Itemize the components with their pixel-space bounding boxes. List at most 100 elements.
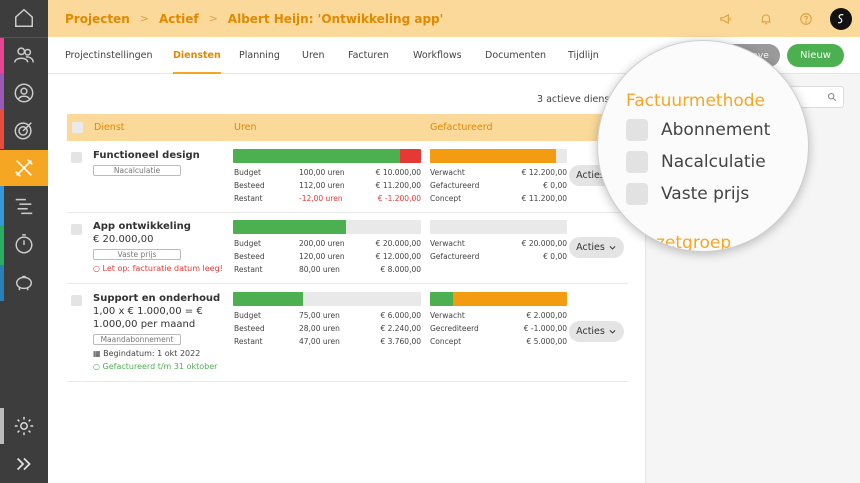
announcement-button[interactable] <box>706 12 746 26</box>
sidebar-item-settings[interactable] <box>0 408 48 444</box>
gantt-icon <box>15 198 33 215</box>
sidebar-item-profile[interactable] <box>0 75 48 111</box>
amount-value: € 6.000,00 <box>380 311 421 320</box>
tab-documenten[interactable]: Documenten <box>485 50 547 61</box>
header-dienst: Dienst <box>94 122 125 133</box>
hours-value: 200,00 uren <box>299 239 345 248</box>
service-formula: 1.000,00 per maand <box>93 319 196 330</box>
tab-workflows[interactable]: Workflows <box>413 50 462 61</box>
invoice-bar-orange <box>430 149 557 163</box>
method-badge: Vaste prijs <box>93 249 181 260</box>
row-checkbox[interactable] <box>71 224 82 235</box>
invoice-value: € 2.000,00 <box>526 311 567 320</box>
hours-label: Restant <box>234 194 263 203</box>
tab-facturen[interactable]: Facturen <box>348 50 389 61</box>
invoice-bar <box>430 220 567 234</box>
hours-value: 75,00 uren <box>299 311 340 320</box>
amount-value: € 11.200,00 <box>375 181 421 190</box>
tab-projectinstellingen[interactable]: Projectinstellingen <box>65 50 153 61</box>
home-icon <box>15 8 33 27</box>
sidebar-item-home[interactable] <box>0 0 48 36</box>
row-checkbox[interactable] <box>71 295 82 306</box>
logo-icon <box>837 13 844 23</box>
actions-button[interactable]: Acties <box>569 237 624 258</box>
invoice-label: Verwacht <box>430 168 465 177</box>
service-name[interactable]: App ontwikkeling <box>93 221 191 232</box>
breadcrumb-projects[interactable]: Projecten <box>65 11 130 26</box>
check-circle-icon: ○ <box>93 362 100 371</box>
sidebar-expand-button[interactable] <box>0 446 48 482</box>
invoice-value: € 5.000,00 <box>526 337 567 346</box>
help-button[interactable] <box>786 12 826 26</box>
notifications-button[interactable] <box>746 12 786 26</box>
tab-planning[interactable]: Planning <box>239 50 280 61</box>
invoice-value: € 12.200,00 <box>521 168 567 177</box>
filter-option-abonnement[interactable]: Abonnement <box>626 119 770 141</box>
actions-label: Acties <box>576 326 605 337</box>
sidebar-item-relations[interactable] <box>0 37 48 73</box>
hours-value: 80,00 uren <box>299 265 340 274</box>
user-icon <box>14 83 34 103</box>
actions-label: Acties <box>576 170 605 181</box>
service-name[interactable]: Functioneel design <box>93 150 200 161</box>
sidebar-color-strip <box>0 37 4 73</box>
sidebar-item-projects[interactable] <box>0 150 48 186</box>
search-icon <box>827 92 837 102</box>
invoice-method-title: Factuurmethode <box>626 91 765 111</box>
invoice-bar-orange <box>453 292 567 306</box>
row-divider <box>67 381 628 382</box>
select-all-checkbox[interactable] <box>72 122 83 133</box>
row-divider <box>67 283 628 284</box>
filter-checkbox[interactable] <box>626 151 648 173</box>
invoice-value: € 20.000,00 <box>521 239 567 248</box>
invoice-label: Gecrediteerd <box>430 324 479 333</box>
tab-uren[interactable]: Uren <box>302 50 325 61</box>
app-logo[interactable] <box>830 7 852 30</box>
hours-label: Restant <box>234 265 263 274</box>
sidebar-color-strip <box>0 225 4 265</box>
sidebar-color-strip <box>0 265 4 301</box>
tab-diensten[interactable]: Diensten <box>173 37 221 74</box>
sidebar-item-goals[interactable] <box>0 112 48 148</box>
row-checkbox[interactable] <box>71 152 82 163</box>
tab-tijdlijn[interactable]: Tijdlijn <box>568 50 599 61</box>
hours-value: 47,00 uren <box>299 337 340 346</box>
sidebar-item-time[interactable] <box>0 226 48 262</box>
amount-value: € 3.760,00 <box>380 337 421 346</box>
filter-section-title: zetgroep <box>656 233 732 252</box>
piggy-bank-icon <box>15 275 33 291</box>
breadcrumb-separator: > <box>208 12 218 25</box>
hours-bar-green <box>233 292 303 306</box>
warning-note: ○ Let op: facturatie datum leeg! <box>93 264 223 273</box>
header-uren: Uren <box>234 122 257 133</box>
amount-value: € 2.240,00 <box>380 324 421 333</box>
breadcrumb-active[interactable]: Actief <box>158 11 199 26</box>
filter-checkbox[interactable] <box>626 119 648 141</box>
sidebar-item-finance[interactable] <box>0 264 48 300</box>
filter-option-nacalculatie[interactable]: Nacalculatie <box>626 151 766 173</box>
sidebar-item-planning[interactable] <box>0 188 48 224</box>
header-gefactureerd: Gefactureerd <box>430 122 493 133</box>
settings-icon <box>14 416 34 436</box>
warning-text: Let op: facturatie datum leeg! <box>102 264 223 273</box>
sidebar-color-strip <box>0 73 4 109</box>
invoice-bar <box>430 149 567 163</box>
invoice-value: € 0,00 <box>543 252 567 261</box>
invoice-value: € 0,00 <box>543 181 567 190</box>
filter-checkbox[interactable] <box>626 183 648 205</box>
amount-value: € 10.000,00 <box>375 168 421 177</box>
megaphone-icon <box>720 13 731 24</box>
actions-button[interactable]: Acties <box>569 321 624 342</box>
service-name[interactable]: Support en onderhoud <box>93 293 221 304</box>
hours-label: Besteed <box>234 324 265 333</box>
invoiced-until: ○ Gefactureerd t/m 31 oktober <box>93 362 217 371</box>
filter-option-label: Vaste prijs <box>661 184 750 204</box>
new-button[interactable]: Nieuw <box>787 44 844 67</box>
filter-option-vaste-prijs[interactable]: Vaste prijs <box>626 183 749 205</box>
breadcrumb-project: Albert Heijn: 'Ontwikkeling app' <box>227 11 444 26</box>
tools-icon <box>15 159 33 177</box>
hours-bar <box>233 220 421 234</box>
hours-label: Restant <box>234 337 263 346</box>
sidebar-color-strip <box>0 408 4 444</box>
hours-label: Besteed <box>234 252 265 261</box>
